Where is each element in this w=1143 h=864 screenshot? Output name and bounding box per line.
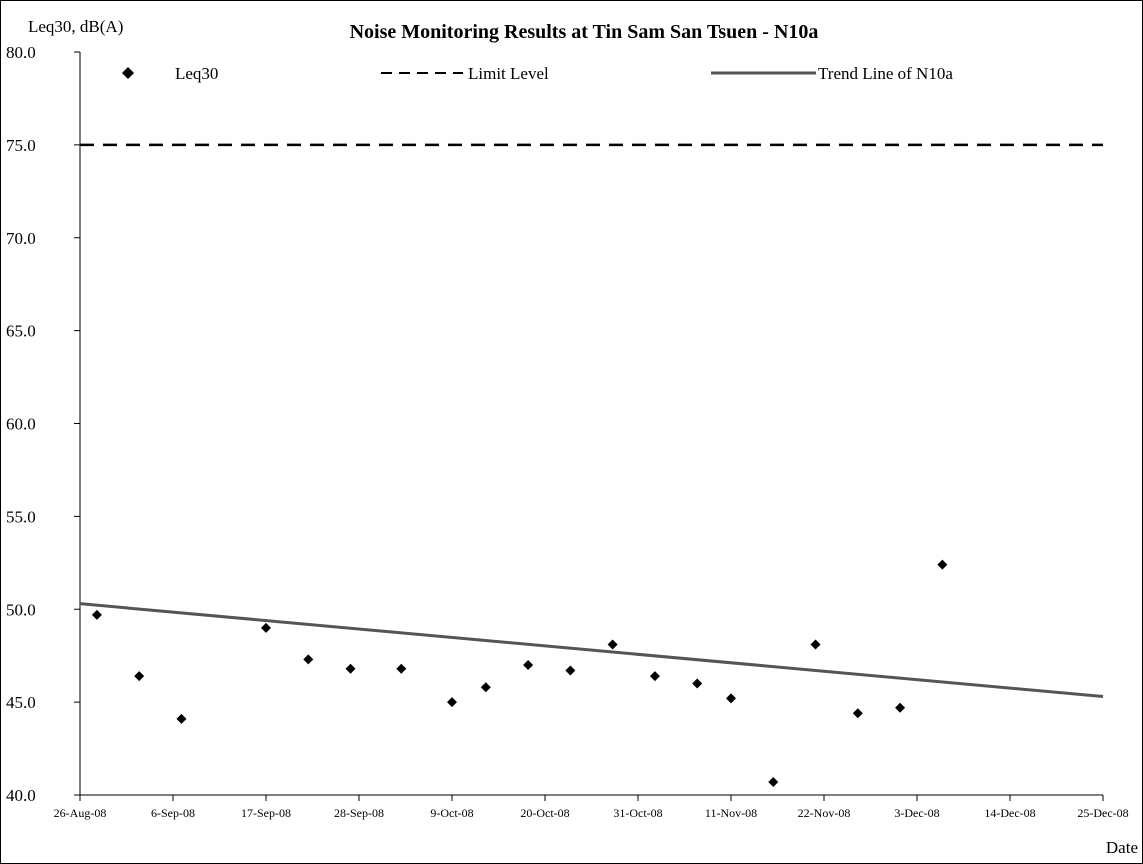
data-point-leq30 (726, 693, 736, 704)
legend-label-trend-line: Trend Line of N10a (818, 64, 953, 83)
x-tick-label: 9-Oct-08 (430, 806, 473, 820)
data-point-leq30 (303, 654, 314, 665)
data-point-leq30 (649, 671, 660, 682)
y-tick-label: 60.0 (6, 415, 36, 434)
data-point-leq30 (607, 639, 618, 650)
x-tick-label: 14-Dec-08 (984, 806, 1035, 820)
x-tick-label: 25-Dec-08 (1077, 806, 1128, 820)
x-ticks: 26-Aug-08 6-Sep-08 17-Sep-08 28-Sep-08 9-Oct… (54, 795, 1129, 820)
y-ticks: 40.0 45.0 50.0 55.0 60.0 65.0 70.0 75.0 80.0 (6, 43, 80, 805)
chart-title: Noise Monitoring Results at Tin Sam San … (350, 21, 819, 43)
legend-item-limit-level: Limit Level (381, 64, 549, 83)
x-axis-label: Date (1106, 838, 1138, 857)
data-point-leq30 (447, 697, 457, 708)
data-point-leq30 (692, 678, 703, 689)
data-point-leq30 (523, 659, 534, 670)
x-tick-label: 31-Oct-08 (613, 806, 662, 820)
trend-line (79, 602, 1104, 699)
data-point-leq30 (345, 663, 356, 674)
data-point-leq30 (768, 776, 779, 787)
legend-label-leq30: Leq30 (175, 64, 218, 83)
y-tick-label: 50.0 (6, 600, 36, 619)
data-point-leq30 (396, 663, 407, 674)
reference-lines (79, 143, 1104, 699)
data-point-leq30 (176, 713, 187, 724)
x-tick-label: 3-Dec-08 (894, 806, 939, 820)
data-point-leq30 (852, 708, 863, 719)
data-point-leq30 (937, 559, 948, 570)
data-point-leq30 (91, 609, 102, 620)
y-tick-label: 45.0 (6, 693, 36, 712)
x-tick-label: 26-Aug-08 (54, 806, 107, 820)
x-tick-label: 28-Sep-08 (334, 806, 384, 820)
x-tick-label: 11-Nov-08 (705, 806, 757, 820)
x-tick-label: 20-Oct-08 (520, 806, 569, 820)
y-tick-label: 75.0 (6, 136, 36, 155)
data-point-leq30 (134, 671, 145, 682)
legend: Leq30 Limit Level Trend Line of N10a (122, 64, 953, 83)
data-points (91, 559, 948, 787)
y-axis-label: Leq30, dB(A) (28, 17, 123, 36)
y-tick-label: 80.0 (6, 43, 36, 62)
data-point-leq30 (810, 639, 821, 650)
x-tick-label: 6-Sep-08 (151, 806, 195, 820)
legend-item-leq30: Leq30 (122, 64, 218, 83)
y-tick-label: 70.0 (6, 229, 36, 248)
y-tick-label: 55.0 (6, 507, 36, 526)
data-point-leq30 (895, 702, 906, 713)
y-tick-label: 65.0 (6, 322, 36, 341)
data-point-leq30 (261, 622, 271, 633)
x-tick-label: 17-Sep-08 (241, 806, 291, 820)
y-tick-label: 40.0 (6, 786, 36, 805)
legend-marker-leq30 (122, 67, 134, 79)
legend-item-trend-line: Trend Line of N10a (711, 64, 953, 83)
x-tick-label: 22-Nov-08 (798, 806, 851, 820)
data-point-leq30 (565, 665, 576, 676)
data-point-leq30 (480, 682, 491, 693)
legend-label-limit-level: Limit Level (468, 64, 549, 83)
